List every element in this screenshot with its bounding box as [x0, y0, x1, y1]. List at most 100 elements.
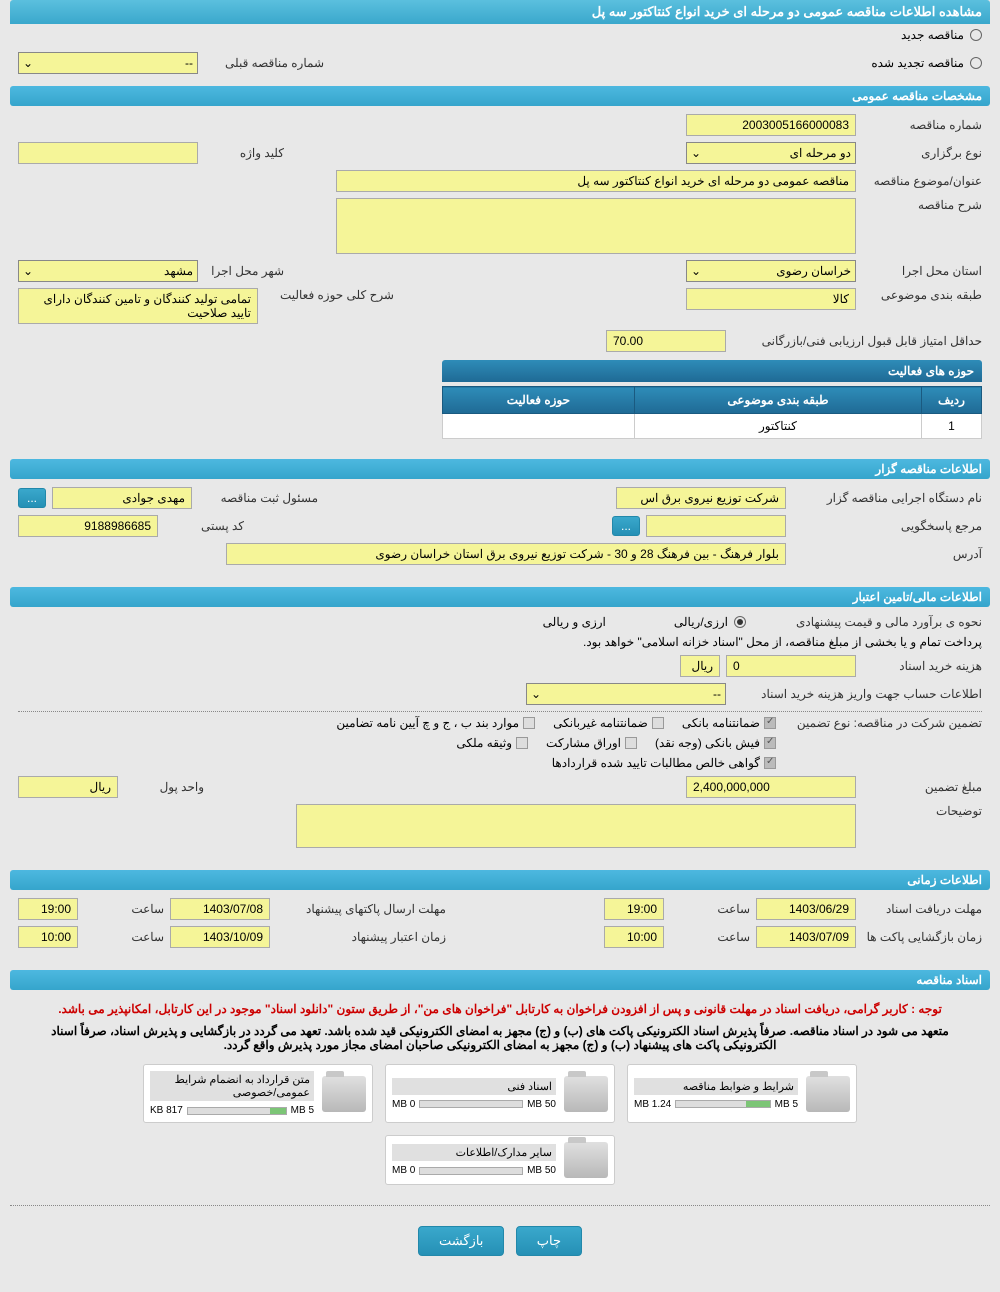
min-score-field: 70.00: [606, 330, 726, 352]
progress-bar: [187, 1107, 287, 1115]
activity-table: ردیف طبقه بندی موضوعی حوزه فعالیت 1 کنتا…: [442, 386, 982, 439]
radio-new-tender[interactable]: مناقصه جدید: [901, 28, 982, 42]
notice-black: متعهد می شود در اسناد مناقصه. صرفاً پذیر…: [18, 1020, 982, 1056]
notice-red: توجه : کاربر گرامی، دریافت اسناد در مهلت…: [18, 998, 982, 1020]
receive-time: 19:00: [604, 898, 664, 920]
checkbox-checked-icon: [764, 717, 776, 729]
col-row: ردیف: [922, 387, 982, 414]
manager-more-button[interactable]: ...: [18, 488, 46, 508]
doc-cost-label: هزینه خرید اسناد: [862, 659, 982, 673]
estimate-label: نحوه ی برآورد مالی و قیمت پیشنهادی: [752, 615, 982, 629]
manager-label: مسئول ثبت مناقصه: [198, 491, 318, 505]
doc-used: 0 MB: [392, 1099, 415, 1110]
subject-field[interactable]: مناقصه عمومی دو مرحله ای خرید انواع کنتا…: [336, 170, 856, 192]
folder-icon: [806, 1076, 850, 1112]
doc-card[interactable]: شرایط و ضوابط مناقصه5 MB1.24 MB: [627, 1064, 857, 1123]
receive-time-label: ساعت: [670, 902, 750, 916]
doc-total: 50 MB: [527, 1165, 556, 1176]
cb-bank[interactable]: ضمانتنامه بانکی: [682, 716, 776, 730]
holding-type-label: نوع برگزاری: [862, 146, 982, 160]
city-select[interactable]: مشهد: [18, 260, 198, 282]
address-label: آدرس: [792, 547, 982, 561]
col-scope: حوزه فعالیت: [443, 387, 635, 414]
desc-textarea[interactable]: [336, 198, 856, 254]
doc-card[interactable]: متن قرارداد به انضمام شرایط عمومی/خصوصی 5…: [143, 1064, 373, 1123]
account-info-label: اطلاعات حساب جهت واریز هزینه خرید اسناد: [732, 687, 982, 701]
validity-date: 1403/10/09: [170, 926, 270, 948]
province-label: استان محل اجرا: [862, 264, 982, 278]
doc-card[interactable]: اسناد فنی50 MB0 MB: [385, 1064, 615, 1123]
amount-label: مبلغ تضمین: [862, 780, 982, 794]
min-score-label: حداقل امتیاز قابل قبول ارزیابی فنی/بازرگ…: [732, 334, 982, 348]
radio-circle-icon: [970, 57, 982, 69]
doc-used: 817 KB: [150, 1105, 183, 1116]
doc-title: متن قرارداد به انضمام شرایط عمومی/خصوصی: [150, 1071, 314, 1101]
doc-used: 0 MB: [392, 1165, 415, 1176]
organizer-section-header: اطلاعات مناقصه گزار: [10, 459, 990, 479]
currency-type-label: ارزی و ریالی: [543, 615, 606, 629]
progress-bar: [675, 1100, 770, 1108]
checkbox-icon: [625, 737, 637, 749]
doc-title: شرایط و ضوابط مناقصه: [634, 1078, 798, 1095]
validity-time-label: ساعت: [84, 930, 164, 944]
open-date: 1403/07/09: [756, 926, 856, 948]
folder-icon: [564, 1142, 608, 1178]
page-title: مشاهده اطلاعات مناقصه عمومی دو مرحله ای …: [10, 0, 990, 24]
guarantee-label: تضمین شرکت در مناقصه: نوع تضمین: [782, 716, 982, 730]
prev-tender-select[interactable]: --: [18, 52, 198, 74]
cb-cash[interactable]: فیش بانکی (وجه نقد): [655, 736, 776, 750]
city-label: شهر محل اجرا: [204, 264, 284, 278]
submit-date: 1403/07/08: [170, 898, 270, 920]
cb-cert[interactable]: گواهی خالص مطالبات تایید شده قراردادها: [552, 756, 776, 770]
doc-title: اسناد فنی: [392, 1078, 556, 1095]
contact-more-button[interactable]: ...: [612, 516, 640, 536]
receive-date: 1403/06/29: [756, 898, 856, 920]
scope-desc-field: تمامی تولید کنندگان و تامین کنندگان دارا…: [18, 288, 258, 324]
validity-time: 10:00: [18, 926, 78, 948]
checkbox-checked-icon: [764, 737, 776, 749]
tender-no-label: شماره مناقصه: [862, 118, 982, 132]
checkbox-icon: [516, 737, 528, 749]
progress-bar: [419, 1100, 523, 1108]
holding-type-select[interactable]: دو مرحله ای: [686, 142, 856, 164]
doc-card[interactable]: سایر مدارک/اطلاعات 50 MB 0 MB: [385, 1135, 615, 1185]
timing-section-header: اطلاعات زمانی: [10, 870, 990, 890]
activity-table-title: حوزه های فعالیت: [442, 360, 982, 382]
org-label: نام دستگاه اجرایی مناقصه گزار: [792, 491, 982, 505]
receive-label: مهلت دریافت اسناد: [862, 902, 982, 916]
financial-section-header: اطلاعات مالی/تامین اعتبار: [10, 587, 990, 607]
back-button[interactable]: بازگشت: [418, 1226, 504, 1256]
category-label: طبقه بندی موضوعی: [862, 288, 982, 302]
doc-cost-field: 0: [726, 655, 856, 677]
unit-field: ریال: [18, 776, 118, 798]
cb-bonds[interactable]: اوراق مشارکت: [546, 736, 637, 750]
cb-lien[interactable]: وثیقه ملکی: [456, 736, 528, 750]
open-label: زمان بازگشایی پاکت ها: [862, 930, 982, 944]
doc-title: سایر مدارک/اطلاعات: [392, 1144, 556, 1161]
keyword-field[interactable]: [18, 142, 198, 164]
subject-label: عنوان/موضوع مناقصه: [862, 174, 982, 188]
print-button[interactable]: چاپ: [516, 1226, 582, 1256]
address-field: بلوار فرهنگ - بین فرهنگ 28 و 30 - شرکت ت…: [226, 543, 786, 565]
category-field: کالا: [686, 288, 856, 310]
notes-label: توضیحات: [862, 804, 982, 818]
cb-nonbank[interactable]: ضمانتنامه غیربانکی: [553, 716, 664, 730]
col-category: طبقه بندی موضوعی: [634, 387, 921, 414]
submit-label: مهلت ارسال پاکتهای پیشنهاد: [276, 902, 446, 916]
province-select[interactable]: خراسان رضوی: [686, 260, 856, 282]
progress-bar: [419, 1167, 523, 1175]
keyword-label: کلید واژه: [204, 146, 284, 160]
cb-clauses[interactable]: موارد بند ب ، ج و چ آیین نامه تضامین: [336, 716, 535, 730]
notes-textarea[interactable]: [296, 804, 856, 848]
estimate-radio[interactable]: ارزی/ریالی: [674, 615, 746, 629]
radio-checked-icon: [734, 616, 746, 628]
folder-icon: [564, 1076, 608, 1112]
submit-time: 19:00: [18, 898, 78, 920]
radio-renewed-tender[interactable]: مناقصه تجدید شده: [871, 56, 982, 70]
doc-total: 5 MB: [775, 1099, 798, 1110]
folder-icon: [322, 1076, 366, 1112]
general-section-header: مشخصات مناقصه عمومی: [10, 86, 990, 106]
doc-total: 5 MB: [291, 1105, 314, 1116]
account-info-select[interactable]: --: [526, 683, 726, 705]
checkbox-icon: [523, 717, 535, 729]
